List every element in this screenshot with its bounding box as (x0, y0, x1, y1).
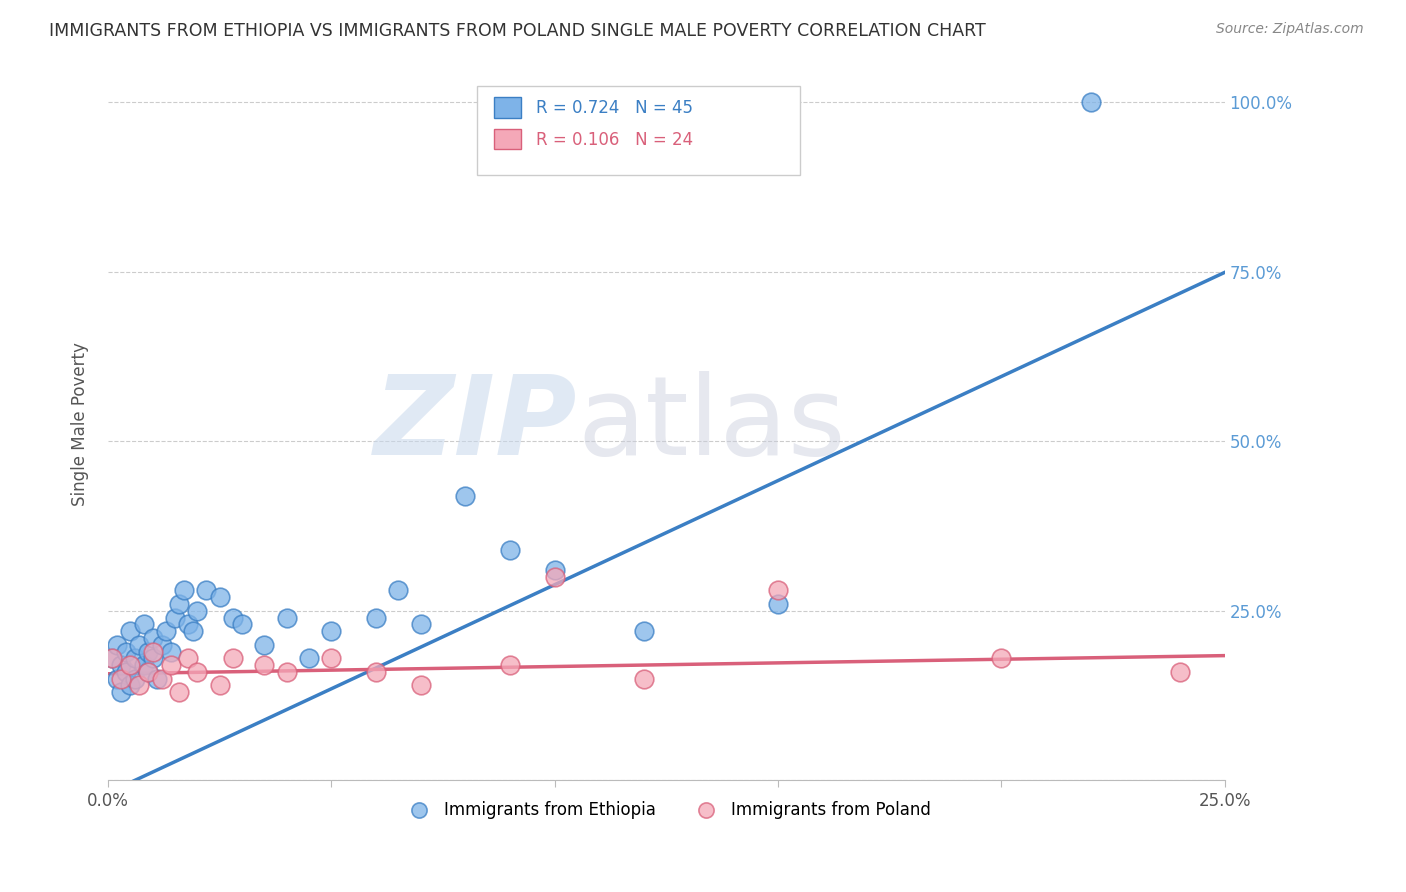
Point (499, 658, 522, 673)
Legend: Immigrants from Ethiopia, Immigrants from Poland: Immigrants from Ethiopia, Immigrants fro… (395, 794, 938, 825)
Point (173, 583, 195, 598)
Point (136, 665, 159, 679)
Point (276, 610, 298, 624)
Point (766, 583, 789, 598)
Point (155, 624, 177, 639)
Point (159, 658, 181, 673)
Y-axis label: Single Male Poverty: Single Male Poverty (72, 343, 89, 507)
Point (150, 672, 173, 686)
FancyBboxPatch shape (495, 128, 522, 149)
Point (409, 678, 432, 692)
Text: atlas: atlas (576, 371, 845, 478)
Point (276, 665, 298, 679)
Point (142, 651, 165, 665)
Point (499, 542, 522, 557)
Point (115, 665, 138, 679)
Point (146, 672, 169, 686)
Point (454, 489, 477, 503)
Point (132, 617, 155, 632)
Point (120, 624, 142, 639)
Point (115, 644, 138, 658)
Point (105, 638, 128, 652)
Point (142, 631, 165, 645)
Point (208, 591, 231, 605)
Point (181, 624, 204, 639)
Text: R = 0.106   N = 24: R = 0.106 N = 24 (536, 131, 693, 149)
Point (766, 597, 789, 611)
Point (136, 665, 159, 679)
Point (124, 672, 146, 686)
Point (101, 651, 124, 665)
Text: ZIP: ZIP (374, 371, 576, 478)
Point (253, 658, 276, 673)
Point (128, 638, 150, 652)
Text: IMMIGRANTS FROM ETHIOPIA VS IMMIGRANTS FROM POLAND SINGLE MALE POVERTY CORRELATI: IMMIGRANTS FROM ETHIOPIA VS IMMIGRANTS F… (49, 22, 986, 40)
Point (132, 658, 155, 673)
Point (409, 617, 432, 632)
Point (231, 617, 253, 632)
Point (150, 638, 173, 652)
Point (142, 644, 165, 658)
Point (110, 672, 132, 686)
Point (177, 617, 200, 632)
Point (120, 678, 142, 692)
Point (321, 651, 343, 665)
Point (222, 610, 245, 624)
Point (186, 604, 208, 618)
Point (163, 610, 186, 624)
Point (110, 685, 132, 699)
FancyBboxPatch shape (495, 97, 522, 118)
Point (253, 638, 276, 652)
Point (633, 672, 655, 686)
Point (1168, 665, 1191, 679)
Point (387, 583, 409, 598)
Point (1080, 95, 1102, 110)
Point (364, 665, 387, 679)
Point (186, 665, 208, 679)
Point (195, 583, 218, 598)
Point (169, 597, 191, 611)
Point (364, 610, 387, 624)
Point (136, 644, 159, 658)
Point (990, 651, 1012, 665)
Point (169, 685, 191, 699)
Point (544, 563, 567, 577)
FancyBboxPatch shape (477, 87, 800, 176)
Point (101, 651, 124, 665)
Point (222, 651, 245, 665)
Point (124, 651, 146, 665)
Text: R = 0.724   N = 45: R = 0.724 N = 45 (536, 99, 693, 118)
Point (177, 651, 200, 665)
Point (159, 644, 181, 658)
Point (110, 658, 132, 673)
Point (298, 651, 321, 665)
Point (128, 678, 150, 692)
Text: Source: ZipAtlas.com: Source: ZipAtlas.com (1216, 22, 1364, 37)
Point (105, 672, 128, 686)
Point (208, 678, 231, 692)
Point (321, 624, 343, 639)
Point (120, 658, 142, 673)
Point (544, 570, 567, 584)
Point (633, 624, 655, 639)
